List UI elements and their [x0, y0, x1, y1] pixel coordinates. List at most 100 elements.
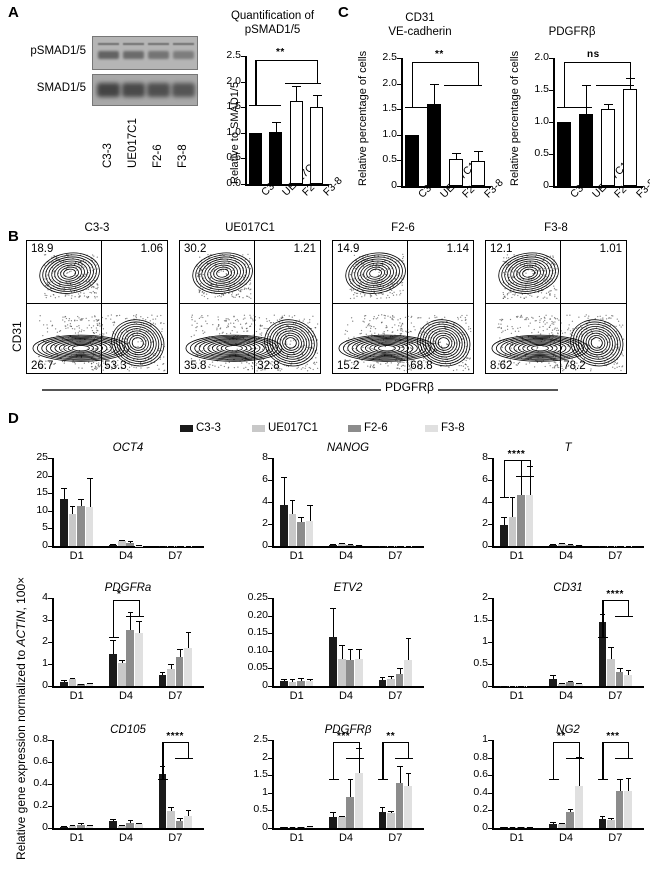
- error-cap: [281, 678, 287, 680]
- y-tick-mark: [488, 828, 492, 829]
- bar-NG2-D4-UE017C1: [557, 824, 566, 828]
- y-tick-mark: [48, 458, 52, 459]
- x-tick-label-D7: D7: [608, 832, 623, 844]
- y-tick-mark: [488, 792, 492, 794]
- y-tick-label: 25: [36, 451, 48, 463]
- error-cap: [177, 648, 183, 650]
- y-tick-mark: [48, 510, 52, 512]
- error-cap: [617, 667, 623, 669]
- sig-group-left: [556, 106, 593, 109]
- bar-UE017C1: [427, 103, 441, 186]
- error-cap: [501, 517, 507, 519]
- error-cap: [119, 824, 125, 826]
- y-tick-label: 2.0: [534, 51, 549, 63]
- error-cap: [379, 545, 386, 547]
- blot-band: [98, 51, 119, 59]
- error-cap: [298, 677, 304, 679]
- sig-bracket-left: [503, 460, 505, 497]
- error-cap: [501, 826, 507, 828]
- bar-NANOG-D1-F2-6: [297, 521, 305, 546]
- error-cap: [298, 826, 304, 828]
- y-axis: [401, 58, 403, 186]
- error-bar: [130, 612, 132, 631]
- error-bar: [586, 84, 587, 115]
- y-tick-mark: [268, 810, 272, 812]
- panel-b-flow-plots: CD31 C3-3 18.9 1.06 26.7 53.3 UE017C1 30.2 1.21 3…: [0, 222, 650, 407]
- y-tick-mark: [48, 806, 52, 807]
- y-tick-label: 20: [36, 468, 48, 481]
- sig-group-left: [598, 778, 608, 781]
- error-cap: [550, 675, 557, 677]
- sig-bracket-top: [255, 60, 317, 62]
- blot-band: [97, 83, 120, 97]
- error-cap: [289, 678, 296, 680]
- quadrant-divider-horizontal: [333, 302, 473, 305]
- error-bar: [628, 670, 630, 675]
- y-tick-label: 0.20: [247, 608, 268, 621]
- x-tick-label-D7: D7: [608, 690, 623, 702]
- error-cap: [452, 152, 461, 154]
- blot-band: [122, 83, 145, 97]
- chart-title-line1: Quantification of: [230, 10, 315, 22]
- error-cap: [347, 649, 354, 651]
- sig-label: **: [435, 49, 444, 60]
- y-tick-label: 15: [36, 486, 48, 499]
- x-axis: [553, 186, 643, 188]
- quadrant-value-lower-left: 8.62: [490, 360, 513, 372]
- sig-bracket-right: [478, 62, 480, 86]
- error-cap: [388, 810, 394, 812]
- bar-OCT4-D1-C3-3: [59, 498, 68, 546]
- error-cap: [405, 637, 412, 639]
- bar-NG2-D4-C3-3: [549, 824, 557, 828]
- y-axis-PDGFRa: [52, 598, 54, 686]
- error-cap: [339, 645, 345, 647]
- y-tick-label: 2.5: [253, 733, 268, 745]
- sig-group-right: [614, 757, 634, 760]
- sig-group-left: [549, 778, 559, 781]
- error-bar: [138, 621, 140, 634]
- y-tick-mark: [488, 620, 492, 621]
- error-cap: [474, 150, 483, 152]
- x-tick-label-D7: D7: [168, 832, 183, 844]
- error-bar: [408, 637, 410, 660]
- error-cap: [127, 819, 134, 821]
- bar-CD31-D4-F3-8: [575, 684, 583, 686]
- bar-NG2-D7-UE017C1: [607, 819, 615, 828]
- y-tick-mark: [397, 109, 401, 111]
- error-cap: [356, 544, 362, 546]
- flow-contour-plot: [491, 252, 625, 372]
- y-tick-label: 0.10: [247, 643, 268, 656]
- flow-contour-plot: [185, 252, 319, 372]
- error-cap: [356, 649, 362, 651]
- error-cap: [330, 607, 337, 609]
- blot-band: [172, 83, 195, 97]
- error-bar: [619, 779, 621, 792]
- y-tick-label: 0.5: [473, 657, 488, 669]
- bar-CD105-D4-C3-3: [109, 821, 117, 828]
- bar-CD105-D7-C3-3: [158, 773, 167, 828]
- y-tick-mark: [268, 757, 272, 759]
- bar-T-D4-C3-3: [549, 544, 557, 546]
- sig-group-right: [174, 757, 194, 760]
- blot-band: [147, 83, 170, 97]
- bar-UE017C1: [269, 132, 283, 184]
- bar-NG2-D7-F2-6: [615, 791, 624, 828]
- blot-faint-band: [98, 43, 119, 45]
- y-tick-mark: [268, 650, 272, 652]
- y-tick-mark: [268, 792, 272, 794]
- error-cap: [177, 545, 183, 547]
- sig-group-left: [378, 778, 388, 781]
- error-cap: [168, 664, 174, 666]
- panel-b-x-axis-line: [42, 389, 558, 391]
- y-tick-label: 1: [262, 785, 268, 798]
- bar-ETV2-D7-F2-6: [395, 674, 404, 686]
- error-bar: [188, 632, 190, 649]
- error-cap: [110, 818, 117, 820]
- error-bar: [570, 808, 572, 813]
- sig-label: ****: [606, 589, 624, 600]
- sig-bracket-right: [630, 62, 632, 86]
- y-tick-label: 2.0: [226, 74, 241, 87]
- x-tick-label-D7: D7: [388, 550, 403, 562]
- bar-CD31-D7-C3-3: [598, 621, 607, 686]
- sig-label: **: [557, 731, 566, 742]
